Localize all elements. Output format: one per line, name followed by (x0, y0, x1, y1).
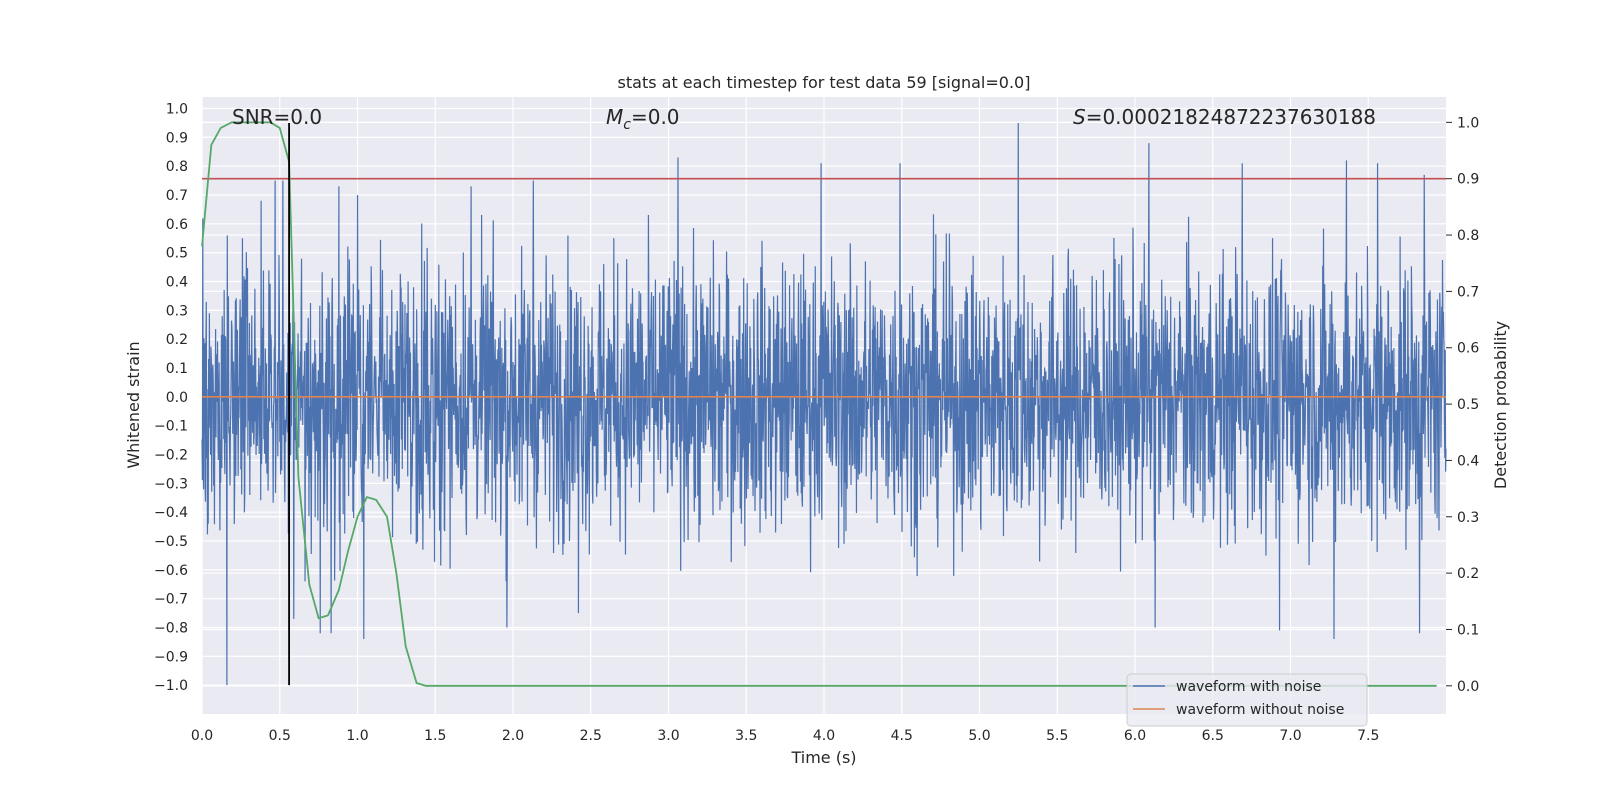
x-tick-label: 6.0 (1124, 728, 1146, 744)
y2-axis-label: Detection probability (1491, 321, 1510, 489)
y-tick-label: 0.9 (166, 130, 188, 146)
detection-probability-line (201, 121, 1437, 687)
y-tick-label: −0.2 (154, 448, 188, 464)
x-tick-label: 0.0 (191, 728, 213, 744)
ticks-layer: 0.0 0.5 1.0 1.5 2.0 2.5 3.0 3.5 4.0 4.5 5.0 5.5 6.0 6… (154, 102, 1479, 744)
x-axis-label: Time (s) (790, 748, 856, 767)
chirp-mass-symbol: M (606, 105, 623, 129)
y-tick-label: −0.8 (154, 621, 188, 637)
x-tick-label: 4.0 (813, 728, 835, 744)
legend-label-clean: waveform without noise (1176, 702, 1344, 718)
score-symbol: S (1073, 105, 1086, 129)
legend-box (1126, 673, 1368, 727)
x-tick-label: 5.5 (1046, 728, 1068, 744)
y-tick-label: 0.4 (166, 275, 188, 291)
x-tick-label: 3.5 (735, 728, 757, 744)
y2-tick-label: 1.0 (1457, 115, 1479, 131)
x-tick-label: 1.5 (424, 728, 446, 744)
chirp-mass-annotation: Mc=0.0 (606, 105, 680, 133)
y2-tick-label: 0.7 (1457, 284, 1479, 300)
y-tick-label: 0.0 (166, 390, 188, 406)
y2-tick-label: 0.3 (1457, 510, 1479, 526)
chirp-mass-value: =0.0 (631, 105, 680, 129)
x-tick-label: 0.5 (269, 728, 291, 744)
y-tick-label: −0.4 (154, 505, 188, 521)
x-tick-label: 1.0 (346, 728, 368, 744)
x-tick-label: 4.5 (891, 728, 913, 744)
legend-label-noisy: waveform with noise (1176, 679, 1321, 695)
y-tick-label: −0.7 (154, 592, 188, 608)
y-tick-label: 0.2 (166, 332, 188, 348)
snr-annotation: SNR=0.0 (232, 105, 322, 129)
x-tick-label: 7.5 (1357, 728, 1379, 744)
legend: waveform with noise waveform without noi… (1126, 673, 1368, 727)
y2-tick-label: 0.6 (1457, 341, 1479, 357)
y-axis-label: Whitened strain (124, 341, 143, 468)
y-tick-label: 0.6 (166, 217, 188, 233)
noisy-waveform-line (201, 122, 1447, 686)
y2-tick-label: 0.8 (1457, 228, 1479, 244)
y-tick-label: −0.1 (154, 419, 188, 435)
x-tick-label: 3.0 (657, 728, 679, 744)
y-tick-label: −1.0 (154, 678, 188, 694)
y-tick-label: −0.3 (154, 476, 188, 492)
x-tick-label: 7.0 (1279, 728, 1301, 744)
y-tick-label: 0.8 (166, 159, 188, 175)
x-tick-label: 2.5 (580, 728, 602, 744)
y2-tick-label: 0.0 (1457, 679, 1479, 695)
score-annotation: S=0.00021824872237630188 (1073, 105, 1376, 129)
x-tick-label: 5.0 (968, 728, 990, 744)
y-tick-label: 0.3 (166, 303, 188, 319)
y-tick-label: −0.6 (154, 563, 188, 579)
y2-tick-label: 0.9 (1457, 172, 1479, 188)
y-tick-label: 0.5 (166, 246, 188, 262)
x-tick-label: 2.0 (502, 728, 524, 744)
x-tick-label: 6.5 (1202, 728, 1224, 744)
chirp-mass-subscript: c (623, 117, 631, 133)
y2-tick-label: 0.2 (1457, 566, 1479, 582)
y2-tick-label: 0.4 (1457, 453, 1479, 469)
y2-tick-label: 0.5 (1457, 397, 1479, 413)
y-tick-label: 0.1 (166, 361, 188, 377)
y2-tick-label: 0.1 (1457, 622, 1479, 638)
chart-title: stats at each timestep for test data 59 … (618, 73, 1031, 92)
y-tick-label: 0.7 (166, 188, 188, 204)
overlay-lines-layer (201, 121, 1446, 687)
score-value: =0.00021824872237630188 (1086, 105, 1376, 129)
y-tick-label: −0.9 (154, 649, 188, 665)
noisy-waveform-layer (201, 122, 1447, 686)
y-tick-label: −0.5 (154, 534, 188, 550)
y-tick-label: 1.0 (166, 102, 188, 118)
